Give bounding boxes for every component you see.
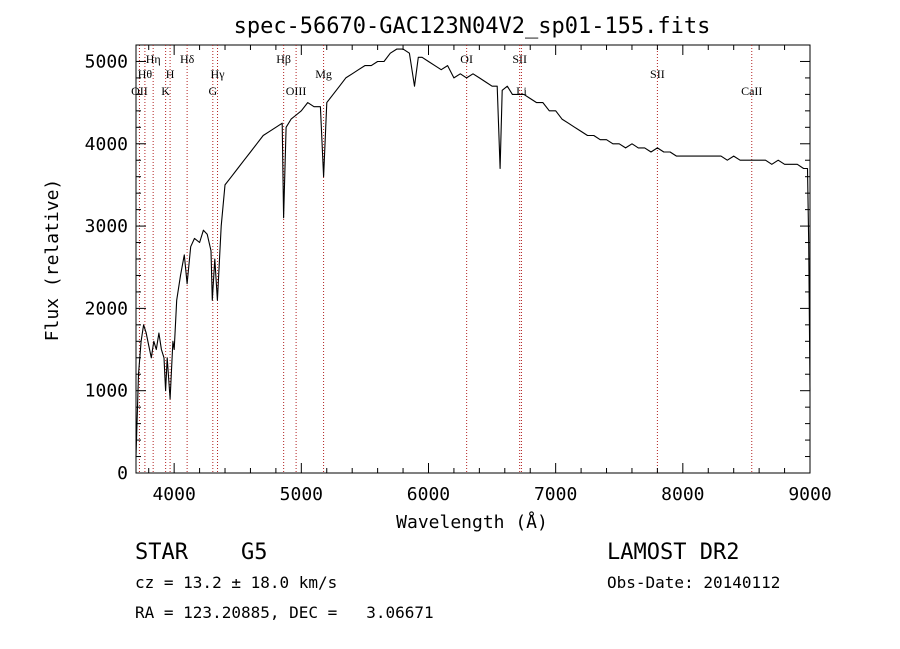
y-tick-label: 3000	[85, 216, 128, 237]
x-axis-label: Wavelength (Å)	[396, 511, 548, 533]
x-tick-label: 6000	[407, 484, 450, 505]
object-class: STAR	[135, 540, 188, 565]
spectral-line-label: SII	[512, 52, 527, 66]
object-subclass: G5	[241, 540, 268, 565]
y-tick-label: 2000	[85, 298, 128, 319]
spectral-line-label: Hθ	[138, 67, 153, 81]
spectral-line-label: Hγ	[211, 67, 226, 81]
spectral-line-label: OII	[131, 84, 148, 98]
y-tick-label: 1000	[85, 381, 128, 402]
observation-date: Obs-Date: 20140112	[607, 573, 781, 592]
spectral-line-label: Li	[516, 84, 527, 98]
spectral-line-label: K	[161, 84, 170, 98]
plot-border	[135, 44, 811, 474]
y-axis-label: Flux (relative)	[42, 179, 63, 342]
x-tick-label: 9000	[788, 484, 831, 505]
y-tick-label: 5000	[85, 51, 128, 72]
redshift-text: cz = 13.2 ± 18.0 km/s	[135, 573, 338, 592]
spectral-line-label: OIII	[286, 84, 307, 98]
axis-ticks: 4000 5000 6000 7000 8000 9000 0 1000 2000 3000 400…	[85, 44, 832, 505]
spectral-line-label: SII	[650, 67, 665, 81]
spectral-line-label: Mg	[315, 67, 332, 81]
spectral-line-label: G	[208, 84, 217, 98]
spectral-line-label: Hη	[146, 52, 161, 66]
spectrum-series-line	[135, 48, 811, 457]
coordinates-text: RA = 123.20885, DEC = 3.06671	[135, 603, 434, 622]
spectral-line-label: CaII	[741, 84, 762, 98]
chart-title: spec-56670-GAC123N04V2_sp01-155.fits	[234, 14, 711, 39]
y-tick-label: 0	[117, 463, 128, 484]
x-tick-label: 4000	[152, 484, 195, 505]
y-tick-label: 4000	[85, 134, 128, 155]
x-tick-label: 8000	[661, 484, 704, 505]
survey-name: LAMOST DR2	[607, 540, 740, 565]
plot-frame	[135, 44, 811, 474]
x-tick-label: 7000	[534, 484, 577, 505]
x-tick-label: 5000	[280, 484, 323, 505]
spectral-line-label: H	[166, 67, 175, 81]
series-layer	[135, 48, 811, 457]
spectral-line-label: Hβ	[276, 52, 291, 66]
spectral-line-label: Hδ	[180, 52, 195, 66]
spectral-line-label: OI	[460, 52, 473, 66]
